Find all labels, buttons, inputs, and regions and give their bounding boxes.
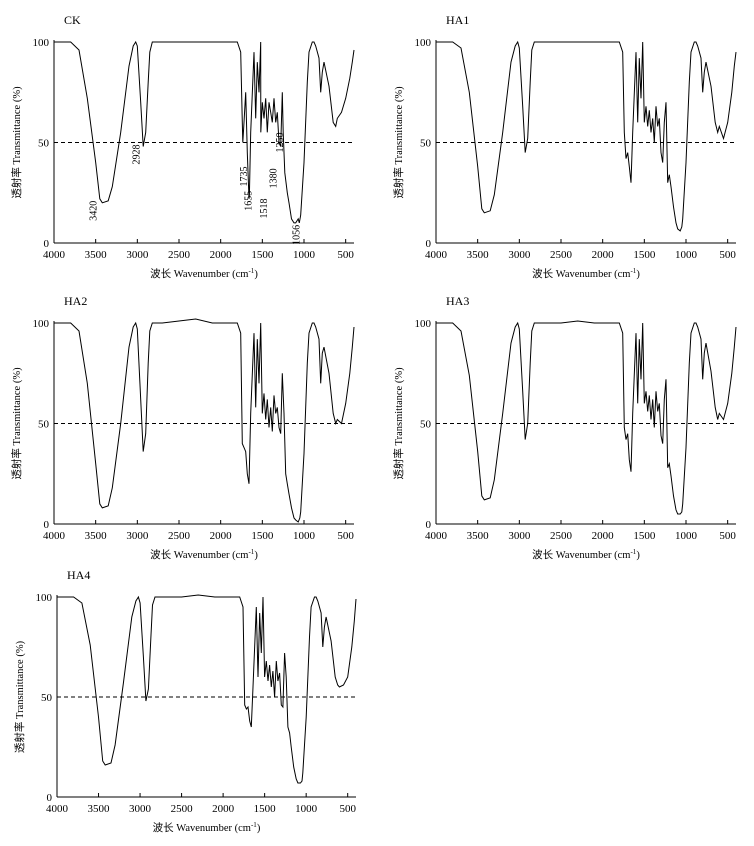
spectrum-series-line (57, 594, 357, 784)
x-tick-label: 1500 (254, 803, 277, 815)
x-tick-label: 2500 (168, 530, 191, 542)
x-tick-label: 3000 (508, 530, 531, 542)
x-tick-label: 3000 (126, 249, 149, 261)
panel-label: HA3 (446, 294, 469, 308)
x-tick-label: 1000 (675, 530, 698, 542)
x-tick-label: 3000 (508, 249, 531, 261)
spectrum-series-line (54, 318, 355, 523)
panel-label: HA2 (64, 294, 87, 308)
y-tick-label: 0 (426, 238, 432, 250)
y-tick-label: 50 (38, 138, 50, 150)
panel-label: CK (64, 13, 81, 27)
spectrum-series-line (436, 40, 737, 232)
y-tick-label: 100 (36, 592, 53, 604)
x-tick-label: 4000 (425, 249, 448, 261)
y-tick-label: 0 (44, 519, 50, 531)
panel-label: HA4 (67, 568, 90, 582)
x-tick-label: 2500 (168, 249, 191, 261)
x-tick-label: 2000 (210, 530, 233, 542)
x-tick-label: 3500 (467, 249, 490, 261)
x-tick-label: 500 (339, 803, 356, 815)
x-tick-label: 500 (337, 530, 354, 542)
x-axis-label: 波长 Wavenumber (cm-1) (532, 548, 640, 561)
chart-panel-ck: 4000 3500 3000 2500 2000 1500 1000 500 0 50 100 CK 波… (10, 13, 355, 280)
x-tick-label: 3500 (88, 803, 111, 815)
y-tick-label: 50 (420, 419, 432, 431)
x-tick-label: 1000 (295, 803, 318, 815)
y-axis-label: 透射率 Transmittance (%) (392, 86, 405, 199)
x-tick-label: 1000 (293, 249, 316, 261)
x-tick-label: 2000 (210, 249, 233, 261)
y-tick-label: 0 (44, 238, 50, 250)
x-tick-label: 2000 (212, 803, 235, 815)
x-tick-label: 4000 (425, 530, 448, 542)
x-tick-label: 3500 (85, 530, 108, 542)
y-tick-label: 100 (415, 37, 432, 49)
y-tick-label: 50 (38, 419, 50, 431)
x-tick-label: 4000 (46, 803, 69, 815)
x-tick-label: 3000 (126, 530, 149, 542)
y-axis-label: 透射率 Transmittance (%) (13, 640, 26, 753)
y-tick-label: 100 (33, 318, 50, 330)
chart-panel-ha3: 4000 3500 3000 2500 2000 1500 1000 500 0 50 100 HA3… (392, 294, 737, 561)
panel-label: HA1 (446, 13, 469, 27)
y-axis-label: 透射率 Transmittance (%) (392, 367, 405, 480)
x-tick-label: 1500 (251, 249, 274, 261)
x-tick-label: 1000 (675, 249, 698, 261)
spectrum-series-line (436, 320, 737, 515)
peak-annotation: 1380 (268, 168, 279, 188)
peak-annotation: 1655 (243, 191, 254, 211)
x-tick-label: 3500 (85, 249, 108, 261)
x-tick-label: 500 (719, 249, 736, 261)
x-tick-label: 2000 (592, 530, 615, 542)
x-tick-label: 2500 (171, 803, 194, 815)
y-tick-label: 100 (33, 37, 50, 49)
y-axis-label: 透射率 Transmittance (%) (10, 86, 23, 199)
y-tick-label: 0 (426, 519, 432, 531)
x-tick-label: 3500 (467, 530, 490, 542)
x-tick-label: 2000 (592, 249, 615, 261)
x-tick-label: 1000 (293, 530, 316, 542)
chart-panel-ha4: 4000 3500 3000 2500 2000 1500 1000 500 0 50 100 HA4… (13, 568, 357, 834)
x-tick-label: 1500 (251, 530, 274, 542)
y-tick-label: 0 (47, 792, 53, 804)
x-tick-label: 4000 (43, 530, 66, 542)
x-tick-label: 3000 (129, 803, 152, 815)
x-axis-label: 波长 Wavenumber (cm-1) (150, 267, 258, 280)
y-tick-label: 50 (420, 138, 432, 150)
peak-annotation: 1518 (259, 198, 270, 218)
peak-annotation: 1250 (275, 132, 286, 152)
x-axis-label: 波长 Wavenumber (cm-1) (532, 267, 640, 280)
x-tick-label: 1500 (633, 530, 656, 542)
y-tick-label: 50 (41, 692, 53, 704)
x-tick-label: 4000 (43, 249, 66, 261)
x-tick-label: 1500 (633, 249, 656, 261)
chart-panel-ha2: 4000 3500 3000 2500 2000 1500 1000 500 0 50 100 HA2… (10, 294, 355, 561)
y-axis-label: 透射率 Transmittance (%) (10, 367, 23, 480)
peak-annotation: 2928 (131, 145, 142, 165)
x-axis-label: 波长 Wavenumber (cm-1) (153, 821, 261, 834)
peak-annotation: 1056 (291, 225, 302, 245)
peak-annotation: 1735 (239, 167, 250, 187)
x-tick-label: 500 (337, 249, 354, 261)
x-tick-label: 500 (719, 530, 736, 542)
x-tick-label: 2500 (550, 249, 573, 261)
x-tick-label: 2500 (550, 530, 573, 542)
x-axis-label: 波长 Wavenumber (cm-1) (150, 548, 258, 561)
y-tick-label: 100 (415, 318, 432, 330)
peak-annotation: 3420 (88, 201, 99, 221)
chart-panel-ha1: 4000 3500 3000 2500 2000 1500 1000 500 0 50 100 HA1… (392, 13, 737, 280)
spectrum-series-line (54, 40, 355, 224)
